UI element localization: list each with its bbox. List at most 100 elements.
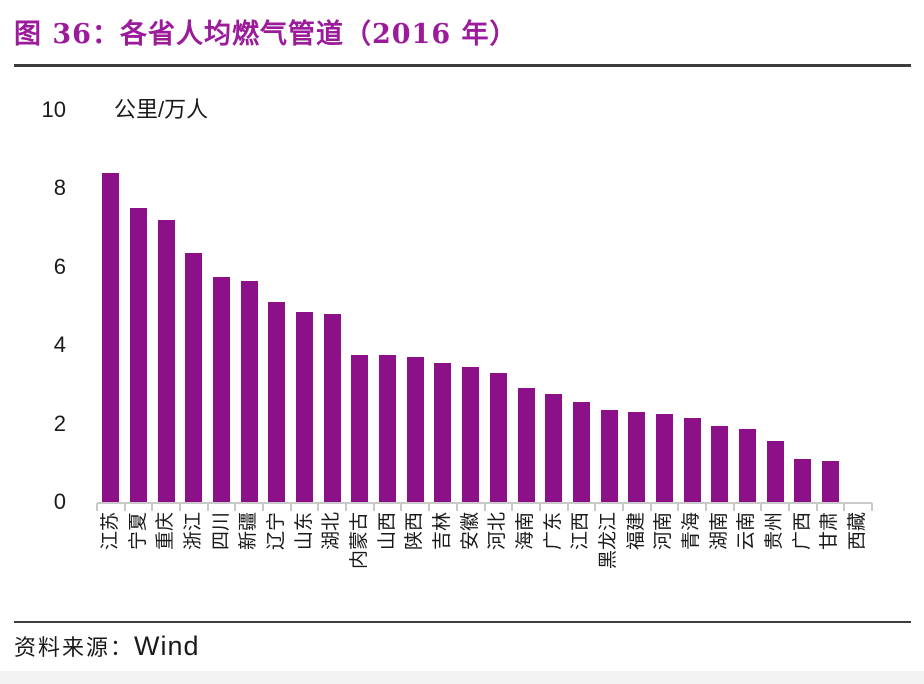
x-tick-label: 江苏 bbox=[99, 512, 121, 551]
bar-新疆 bbox=[240, 281, 258, 502]
y-tick-label: 8 bbox=[53, 175, 66, 201]
bar-陕西 bbox=[406, 357, 424, 502]
x-axis-tick bbox=[760, 503, 763, 511]
bar-宁夏 bbox=[130, 208, 148, 502]
bar-青海 bbox=[683, 418, 701, 502]
source-note: 资料来源： Wind bbox=[14, 630, 200, 662]
y-tick-label: 4 bbox=[53, 332, 66, 358]
x-tick-label: 海南 bbox=[515, 512, 537, 551]
x-axis-tick bbox=[566, 503, 569, 511]
y-axis-unit-label: 公里/万人 bbox=[114, 97, 209, 122]
bar-山西 bbox=[379, 355, 397, 502]
x-axis-tick bbox=[372, 503, 375, 511]
x-axis-tick bbox=[151, 503, 154, 511]
x-tick-label: 甘肃 bbox=[819, 512, 841, 551]
x-tick-label: 河南 bbox=[653, 512, 675, 551]
bottom-band bbox=[0, 671, 924, 684]
x-axis-tick bbox=[677, 503, 680, 511]
x-axis-tick bbox=[262, 503, 265, 511]
x-tick-label: 黑龙江 bbox=[598, 512, 620, 570]
x-tick-label: 青海 bbox=[681, 512, 703, 551]
x-tick-label: 新疆 bbox=[238, 512, 260, 551]
x-axis-tick bbox=[428, 503, 431, 511]
y-tick-label: 6 bbox=[53, 253, 66, 279]
bar-河南 bbox=[655, 414, 673, 502]
x-tick-label: 江西 bbox=[570, 512, 592, 551]
x-axis-tick bbox=[179, 503, 182, 511]
x-axis-tick bbox=[787, 503, 790, 511]
x-tick-label: 湖南 bbox=[708, 512, 730, 551]
x-axis-tick bbox=[483, 503, 486, 511]
x-axis-tick bbox=[234, 503, 237, 511]
x-axis-tick bbox=[621, 503, 624, 511]
x-tick-label: 湖北 bbox=[321, 512, 343, 551]
x-axis-tick bbox=[843, 503, 846, 511]
bar-甘肃 bbox=[821, 461, 839, 502]
x-tick-label: 西藏 bbox=[847, 512, 869, 551]
source-value: Wind bbox=[134, 631, 200, 661]
x-axis-tick bbox=[345, 503, 348, 511]
bar-吉林 bbox=[434, 363, 452, 502]
bar-内蒙古 bbox=[351, 355, 369, 502]
y-tick-label: 0 bbox=[53, 489, 66, 514]
bar-湖南 bbox=[711, 426, 729, 502]
bar-山东 bbox=[296, 312, 314, 502]
x-tick-label: 辽宁 bbox=[265, 512, 287, 551]
bar-河北 bbox=[489, 373, 507, 502]
bar-福建 bbox=[628, 412, 646, 502]
x-tick-label: 山东 bbox=[293, 512, 315, 551]
x-tick-label: 广东 bbox=[542, 512, 564, 551]
x-axis-tick bbox=[511, 503, 514, 511]
x-tick-label: 吉林 bbox=[431, 512, 453, 551]
bar-云南 bbox=[738, 429, 756, 502]
x-axis-tick bbox=[732, 503, 735, 511]
bar-黑龙江 bbox=[600, 410, 618, 502]
x-axis-tick bbox=[871, 503, 873, 511]
bar-广西 bbox=[794, 459, 812, 502]
plot-area: 江苏 宁夏 重庆 浙江 四川 新疆 辽宁 山东 湖北 内蒙古 山西 陕西 吉林 安徽 河北 海南 广东 江西 黑龙江… bbox=[96, 110, 873, 569]
x-tick-label: 浙江 bbox=[182, 512, 204, 551]
x-tick-label: 广西 bbox=[791, 512, 813, 551]
x-tick-label: 宁夏 bbox=[127, 512, 149, 551]
y-tick-label: 10 bbox=[41, 97, 66, 122]
y-tick-label: 2 bbox=[53, 410, 66, 436]
bar-重庆 bbox=[157, 220, 175, 502]
x-axis-tick bbox=[123, 503, 126, 511]
x-axis-tick bbox=[455, 503, 458, 511]
x-axis-tick bbox=[649, 503, 652, 511]
x-axis-tick bbox=[317, 503, 320, 511]
x-axis-tick bbox=[206, 503, 209, 511]
x-tick-label: 四川 bbox=[210, 512, 232, 551]
x-axis-tick bbox=[289, 503, 292, 511]
figure-title: 图 36：各省人均燃气管道（2016 年） bbox=[14, 19, 518, 50]
x-tick-label: 山西 bbox=[376, 512, 398, 551]
x-tick-label: 云南 bbox=[736, 512, 758, 551]
bar-江苏 bbox=[102, 173, 120, 502]
top-divider bbox=[14, 64, 911, 67]
x-tick-label: 重庆 bbox=[155, 512, 177, 551]
bar-四川 bbox=[213, 277, 231, 502]
x-axis-tick bbox=[594, 503, 597, 511]
x-tick-label: 福建 bbox=[625, 512, 647, 551]
x-axis-tick bbox=[704, 503, 707, 511]
x-axis-tick bbox=[815, 503, 818, 511]
x-tick-label: 安徽 bbox=[459, 512, 481, 551]
x-tick-label: 内蒙古 bbox=[348, 512, 370, 570]
footer-divider bbox=[14, 621, 911, 623]
x-axis-tick bbox=[96, 503, 98, 511]
x-tick-label: 陕西 bbox=[404, 512, 426, 551]
bar-浙江 bbox=[185, 253, 203, 502]
x-axis-tick bbox=[538, 503, 541, 511]
x-tick-label: 河北 bbox=[487, 512, 509, 551]
source-label: 资料来源： bbox=[14, 636, 135, 661]
bar-海南 bbox=[517, 388, 535, 502]
bar-湖北 bbox=[323, 314, 341, 502]
bar-广东 bbox=[545, 394, 563, 502]
bar-安徽 bbox=[462, 367, 480, 502]
bar-江西 bbox=[572, 402, 590, 502]
x-axis-tick bbox=[400, 503, 403, 511]
x-tick-label: 贵州 bbox=[764, 512, 786, 551]
bar-贵州 bbox=[766, 441, 784, 502]
bar-辽宁 bbox=[268, 302, 286, 502]
